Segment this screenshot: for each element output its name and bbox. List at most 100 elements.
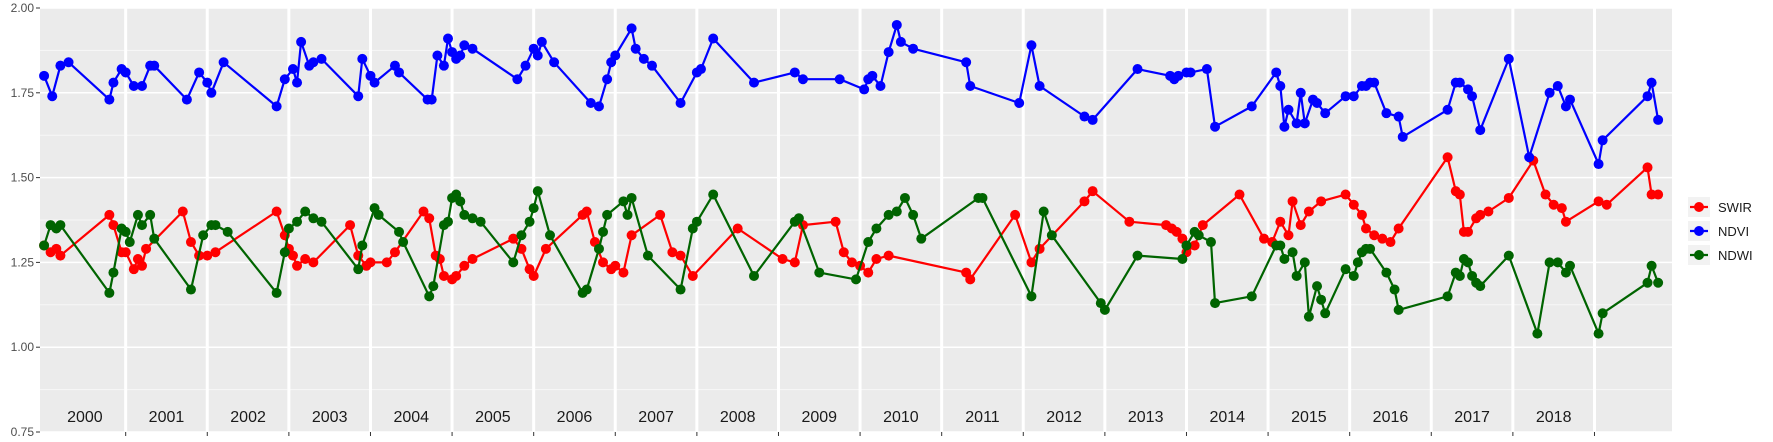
data-point: [508, 233, 519, 244]
data-point: [300, 254, 311, 265]
data-point: [916, 233, 927, 244]
data-point: [1193, 230, 1204, 241]
data-point: [108, 77, 119, 88]
data-point: [353, 91, 364, 102]
data-point: [1295, 220, 1306, 231]
data-point: [1601, 199, 1612, 210]
data-point: [424, 291, 435, 302]
data-point: [271, 287, 282, 298]
data-point: [296, 36, 307, 47]
data-point: [528, 270, 539, 281]
data-point: [185, 284, 196, 295]
data-point: [287, 250, 298, 261]
data-point: [1393, 111, 1404, 122]
data-point: [218, 57, 229, 68]
data-point: [540, 243, 551, 254]
data-point: [451, 270, 462, 281]
data-point: [1177, 254, 1188, 265]
data-point: [797, 74, 808, 85]
year-label: 2016: [1373, 409, 1409, 426]
data-point: [618, 267, 629, 278]
data-point: [508, 257, 519, 268]
data-point: [108, 267, 119, 278]
data-point: [1475, 209, 1486, 220]
data-point: [1275, 81, 1286, 92]
data-point: [145, 209, 156, 220]
year-label: 2007: [638, 409, 674, 426]
data-point: [1312, 97, 1323, 108]
data-point: [1283, 230, 1294, 241]
data-point: [1316, 196, 1327, 207]
series-layer: [39, 19, 1664, 339]
data-point: [647, 60, 657, 71]
data-point: [271, 101, 282, 112]
data-point: [846, 257, 857, 268]
data-point: [1291, 270, 1302, 281]
data-point: [1299, 118, 1310, 129]
data-point: [642, 250, 653, 261]
data-point: [1442, 152, 1453, 163]
data-point: [610, 260, 621, 271]
data-point: [871, 254, 882, 265]
data-point: [55, 220, 66, 231]
data-point: [438, 270, 449, 281]
data-point: [708, 189, 719, 200]
data-point: [1385, 237, 1396, 248]
data-point: [830, 216, 841, 227]
data-point: [308, 257, 319, 268]
data-point: [675, 284, 686, 295]
data-point: [459, 40, 470, 51]
year-label: 2011: [965, 409, 1000, 426]
data-point: [1046, 230, 1057, 241]
data-point: [120, 226, 131, 237]
data-point: [593, 243, 604, 254]
data-point: [292, 216, 303, 227]
data-point: [1653, 277, 1664, 288]
data-point: [1312, 281, 1323, 292]
data-point: [1381, 108, 1392, 119]
data-point: [1365, 243, 1376, 254]
data-point: [1597, 135, 1608, 146]
year-label: 2008: [720, 409, 756, 426]
data-point: [1038, 206, 1049, 217]
data-point: [532, 186, 543, 197]
year-label: 2014: [1209, 409, 1245, 426]
data-point: [965, 81, 976, 92]
data-point: [39, 70, 50, 81]
y-axis: 0.75 1.00 1.25 1.50 1.75 2.00: [11, 1, 40, 439]
data-point: [181, 94, 192, 105]
data-point: [1503, 192, 1514, 203]
data-point: [467, 43, 478, 54]
data-point: [895, 36, 906, 47]
year-label: 2017: [1454, 409, 1490, 426]
data-point: [1320, 108, 1331, 119]
data-point: [1340, 264, 1351, 275]
data-point: [520, 60, 531, 71]
data-point: [475, 216, 486, 227]
data-point: [1132, 250, 1143, 261]
data-point: [1463, 226, 1473, 237]
data-point: [1079, 196, 1090, 207]
data-point: [1210, 298, 1221, 309]
data-point: [1026, 257, 1037, 268]
data-point: [345, 220, 356, 231]
data-point: [47, 91, 58, 102]
data-point: [1287, 196, 1298, 207]
data-point: [120, 67, 131, 78]
data-point: [353, 264, 364, 275]
y-tick-label: 1.50: [11, 171, 35, 185]
year-label: 2009: [801, 409, 837, 426]
data-point: [581, 206, 592, 217]
data-point: [1189, 240, 1200, 251]
data-point: [859, 84, 870, 95]
data-point: [443, 216, 453, 227]
data-point: [1454, 77, 1465, 88]
series-ndvi: [39, 19, 1664, 170]
data-point: [202, 77, 213, 88]
data-point: [279, 247, 290, 258]
data-point: [675, 250, 686, 261]
data-point: [55, 250, 66, 261]
data-point: [1540, 189, 1551, 200]
data-point: [424, 213, 435, 224]
